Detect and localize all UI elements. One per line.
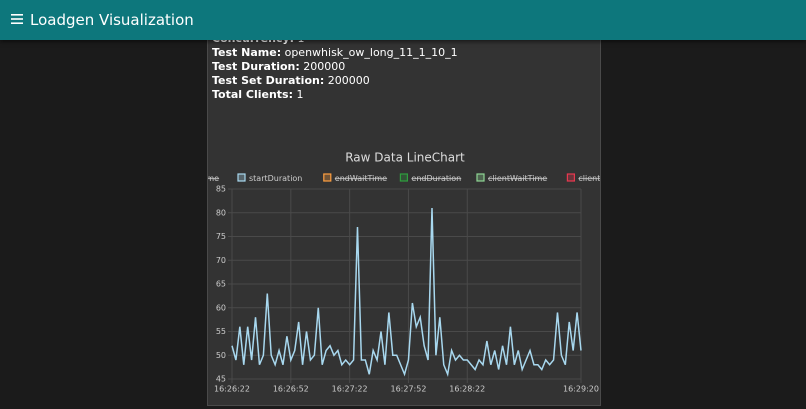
x-tick-label: 16:26:22 xyxy=(214,385,250,394)
info-value: openwhisk_ow_long_11_1_10_1 xyxy=(284,46,458,59)
chart: Raw Data LineChart 45 50 55 60 65 70 75 80 85 16:… xyxy=(208,151,600,394)
legend-label: startDuration xyxy=(249,174,302,183)
legend-item[interactable]: startDuration xyxy=(237,173,302,183)
chart-title: Raw Data LineChart xyxy=(345,151,465,165)
info-label: Test Duration: xyxy=(212,60,300,73)
legend-swatch xyxy=(399,173,408,182)
legend-swatch xyxy=(237,173,246,182)
legend-item[interactable]: clientWaitTime xyxy=(476,173,547,183)
legend-swatch xyxy=(566,173,575,182)
legend-item[interactable]: clientDuration xyxy=(566,173,600,183)
y-tick-label: 75 xyxy=(216,232,226,241)
legend-label: startWaitTime xyxy=(208,174,219,183)
legend-label: endWaitTime xyxy=(335,174,387,183)
info-label: Test Set Duration: xyxy=(212,74,325,87)
info-row: Total Clients: 1 xyxy=(212,88,304,101)
info-value: 200000 xyxy=(303,60,346,73)
y-tick-label: 85 xyxy=(216,185,226,194)
y-tick-label: 65 xyxy=(216,280,226,289)
panel: Concurrency: 1 Test Name: openwhisk_ow_l… xyxy=(207,0,601,406)
y-tick-label: 60 xyxy=(216,303,226,312)
info-row: Test Duration: 200000 xyxy=(212,60,345,73)
y-tick-label: 45 xyxy=(216,375,226,384)
y-tick-label: 50 xyxy=(216,351,226,360)
app-title: Loadgen Visualization xyxy=(30,11,194,29)
info-label: Test Name: xyxy=(212,46,282,59)
x-tick-label: 16:26:52 xyxy=(273,385,309,394)
y-tick-label: 70 xyxy=(216,256,226,265)
legend-label: endDuration xyxy=(411,174,461,183)
legend-item[interactable]: endDuration xyxy=(399,173,461,183)
data-line xyxy=(231,207,582,377)
y-tick-label: 55 xyxy=(216,327,226,336)
legend-swatch xyxy=(476,173,485,182)
info-value: 1 xyxy=(296,88,304,101)
app-bar: Loadgen Visualization xyxy=(0,0,806,40)
x-tick-label: 16:28:22 xyxy=(449,385,485,394)
legend-item[interactable]: startWaitTime xyxy=(208,174,219,183)
y-tick-label: 80 xyxy=(216,208,226,217)
info-value: 200000 xyxy=(327,74,370,87)
menu-icon[interactable] xyxy=(11,14,23,24)
x-tick-label: 16:29:20 xyxy=(563,385,599,394)
legend-item[interactable]: endWaitTime xyxy=(323,173,387,183)
x-tick-label: 16:27:22 xyxy=(332,385,368,394)
info-row: Test Name: openwhisk_ow_long_11_1_10_1 xyxy=(212,46,458,59)
legend-label: clientWaitTime xyxy=(488,174,547,183)
x-tick-label: 16:27:52 xyxy=(390,385,426,394)
legend-swatch xyxy=(323,173,332,182)
legend-label: clientDuration xyxy=(578,174,600,183)
info-row: Test Set Duration: 200000 xyxy=(212,74,370,87)
info-label: Total Clients: xyxy=(212,88,293,101)
